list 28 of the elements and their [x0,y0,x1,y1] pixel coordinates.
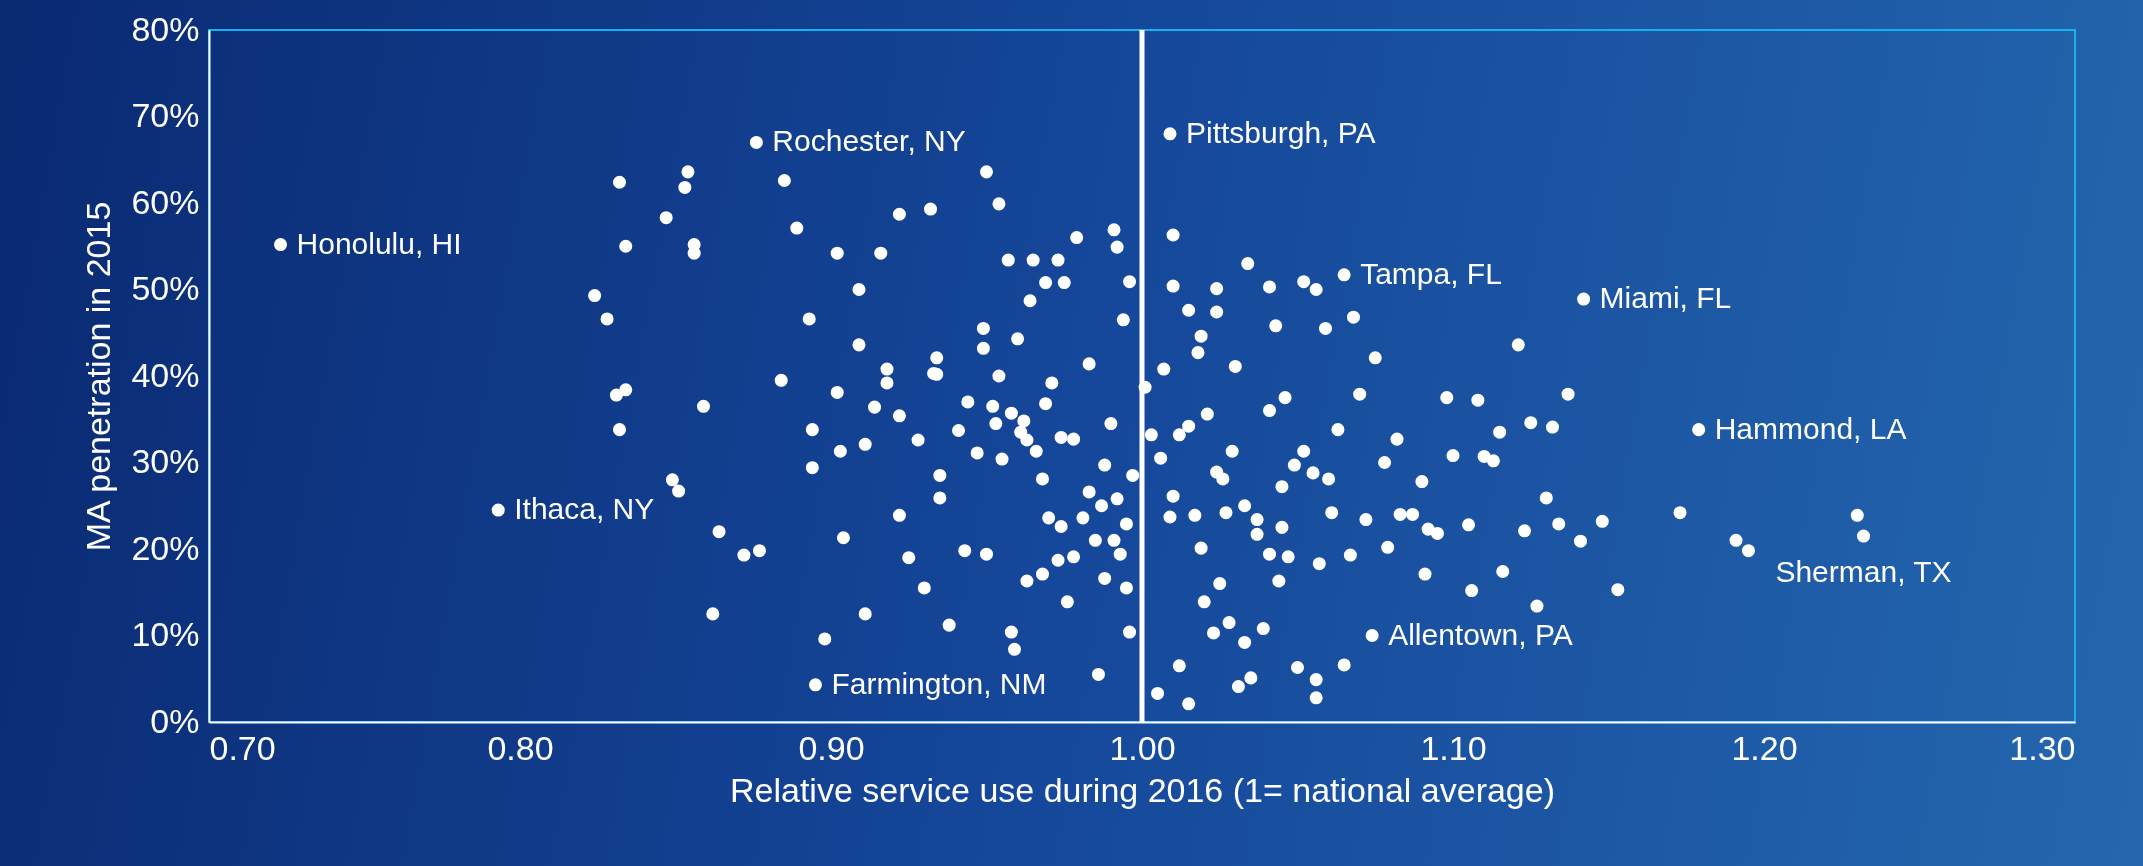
x-tick-label: 0.80 [487,728,554,767]
y-axis-title: MA penetration in 2015 [79,201,118,552]
y-tick-label: 60% [131,182,200,221]
x-tick-label: 0.90 [798,728,865,767]
y-tick-label: 30% [131,442,200,480]
annotation: Tampa, FL [1360,256,1502,290]
annotation: Pittsburgh, PA [1185,115,1376,149]
y-tick-label: 20% [131,528,200,567]
x-tick-label: 1.20 [1731,728,1798,767]
x-axis-title: Relative service use during 2016 (1= national average) [730,770,1555,809]
y-tick-label: 40% [131,355,200,394]
annotation: Allentown, PA [1388,617,1573,651]
x-tick-label: 1.00 [1109,728,1176,767]
annotation: Honolulu, HI [296,226,462,260]
annotation: Rochester, NY [772,124,966,158]
annotation: Hammond, LA [1714,411,1907,445]
x-tick-label: 0.70 [209,728,276,767]
annotation: Miami, FL [1599,281,1732,315]
x-tick-label: 1.10 [1420,728,1487,767]
y-tick-label: 70% [131,96,200,134]
x-tick-label: 1.30 [2009,728,2076,767]
y-tick-label: 0% [150,701,200,740]
y-tick-label: 80% [131,9,200,48]
annotation: Sherman, TX [1775,555,1952,589]
annotation: Farmington, NM [831,666,1047,700]
annotation: Ithaca, NY [514,492,655,526]
y-tick-label: 50% [131,269,200,307]
y-tick-label: 10% [131,615,200,653]
